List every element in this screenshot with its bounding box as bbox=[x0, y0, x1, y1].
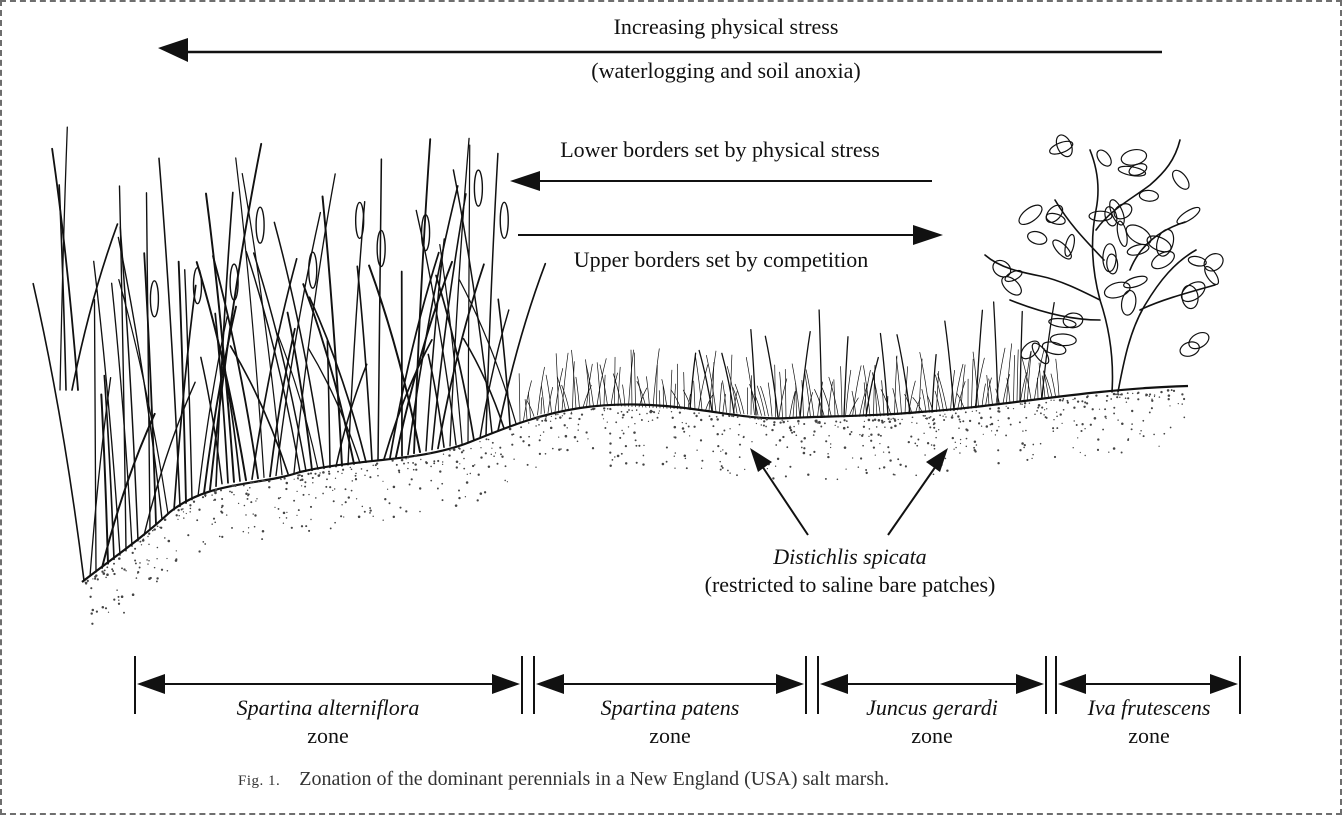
iva-shrub-illustration bbox=[984, 134, 1224, 393]
upper-borders-label: Upper borders set by competition bbox=[574, 247, 869, 272]
zone-3-suffix: zone bbox=[911, 723, 953, 748]
zone-1-species: Spartina alterniflora bbox=[237, 695, 420, 720]
distichlis-note-label: (restricted to saline bare patches) bbox=[705, 572, 996, 597]
stress-arrow-title: Increasing physical stress bbox=[614, 14, 839, 39]
stress-arrow-subtitle: (waterlogging and soil anoxia) bbox=[591, 58, 860, 83]
zone-2-species: Spartina patens bbox=[601, 695, 740, 720]
distichlis-species-label: Distichlis spicata bbox=[772, 544, 926, 569]
stress-arrow bbox=[158, 38, 1162, 62]
upper-borders-arrow bbox=[518, 225, 943, 245]
figure-number: Fig. 1. bbox=[238, 773, 280, 789]
zone-1-suffix: zone bbox=[307, 723, 349, 748]
zone-4-species: Iva frutescens bbox=[1087, 695, 1211, 720]
zone-4-suffix: zone bbox=[1128, 723, 1170, 748]
figure-caption: Fig. 1. Zonation of the dominant perenni… bbox=[238, 768, 889, 790]
lower-borders-arrow bbox=[510, 171, 932, 191]
figure-caption-text: Zonation of the dominant perennials in a… bbox=[299, 768, 889, 790]
lower-borders-label: Lower borders set by physical stress bbox=[560, 137, 880, 162]
marsh-vegetation bbox=[32, 126, 1060, 582]
distichlis-pointer-right bbox=[887, 448, 948, 536]
distichlis-pointer-left bbox=[750, 448, 809, 536]
zone-2-suffix: zone bbox=[649, 723, 691, 748]
marsh-ground-profile bbox=[81, 384, 1189, 625]
zone-spans bbox=[134, 656, 1241, 714]
zone-3-species: Juncus gerardi bbox=[866, 695, 998, 720]
